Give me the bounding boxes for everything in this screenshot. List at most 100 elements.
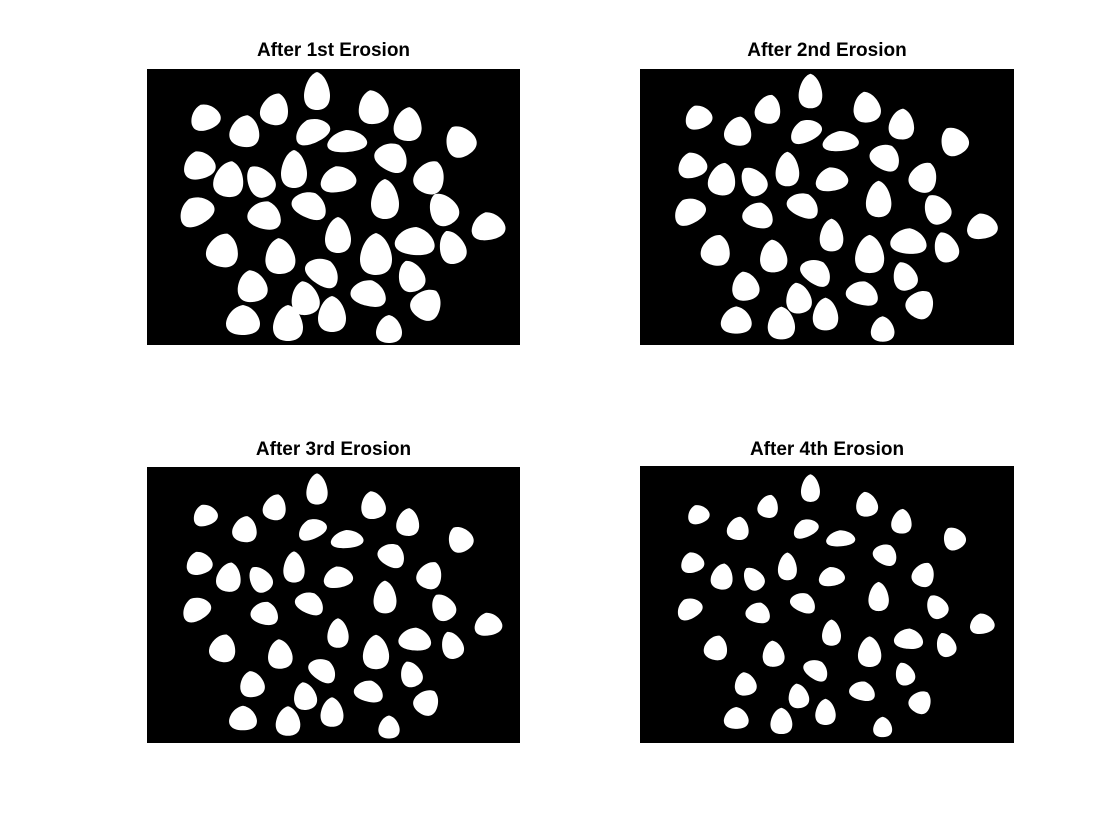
grain-blob xyxy=(180,197,215,228)
grain-blob xyxy=(677,598,703,621)
grain-blob xyxy=(191,104,221,131)
grain-blob xyxy=(373,580,397,614)
grain-blob xyxy=(249,567,274,593)
grain-blob xyxy=(265,238,296,275)
grain-blob xyxy=(798,73,823,109)
grain-blob xyxy=(416,562,442,590)
grain-blob xyxy=(320,697,344,727)
grain-blob xyxy=(394,227,435,256)
grain-blob xyxy=(936,632,957,658)
grain-blob xyxy=(681,552,705,573)
grain-blob xyxy=(700,235,730,266)
grain-blob xyxy=(726,516,749,541)
grain-blob xyxy=(213,161,244,198)
grain-blob xyxy=(895,662,916,686)
grain-blob xyxy=(378,715,400,739)
grain-blob xyxy=(941,127,970,157)
grain-blob xyxy=(793,519,819,539)
grain-blob xyxy=(471,212,506,241)
grain-blob xyxy=(376,315,402,343)
grain-blob xyxy=(330,530,364,549)
grain-blob xyxy=(237,270,268,303)
grain-blob xyxy=(924,195,952,225)
grain-blob xyxy=(857,636,882,668)
grain-blob xyxy=(890,228,927,254)
grain-blob xyxy=(786,193,818,219)
grain-blob xyxy=(398,260,426,293)
grain-blob xyxy=(760,239,788,273)
panel-1: After 1st Erosion xyxy=(147,40,520,345)
grain-blob xyxy=(184,151,216,180)
grain-blob xyxy=(229,705,257,731)
panel-title: After 1st Erosion xyxy=(256,40,411,61)
grain-blob xyxy=(216,562,241,592)
grain-blob xyxy=(362,634,390,670)
binary-image-canvas xyxy=(147,467,520,743)
grain-blob xyxy=(413,690,439,716)
grain-blob xyxy=(323,566,354,589)
binary-image xyxy=(640,466,1014,743)
grain-blob xyxy=(259,93,289,126)
grain-blob xyxy=(675,198,706,226)
grain-blob xyxy=(327,130,368,153)
grain-blob xyxy=(943,527,967,551)
grain-blob xyxy=(308,659,336,684)
grain-blob xyxy=(688,505,710,525)
grain-blob xyxy=(232,516,257,543)
grain-blob xyxy=(732,271,760,301)
grain-blob xyxy=(304,72,330,110)
grain-blob xyxy=(849,681,875,702)
grain-blob xyxy=(229,115,260,148)
grain-blob xyxy=(294,592,323,616)
grain-blob xyxy=(247,201,281,230)
grain-blob xyxy=(193,504,218,527)
grain-blob xyxy=(710,563,733,590)
grain-blob xyxy=(927,595,949,620)
grain-blob xyxy=(205,233,238,268)
grain-blob xyxy=(320,166,357,193)
grain-blob xyxy=(183,597,212,623)
grain-blob xyxy=(723,706,749,729)
grain-blob xyxy=(891,508,912,534)
grain-blob xyxy=(908,691,931,715)
grain-blob xyxy=(786,282,812,314)
grain-blob xyxy=(815,698,836,726)
grain-blob xyxy=(762,640,785,667)
grain-blob xyxy=(869,144,899,172)
grain-blob xyxy=(448,527,474,553)
grain-blob xyxy=(361,491,386,520)
grain-blob xyxy=(401,661,423,688)
grain-blob xyxy=(432,594,457,622)
grain-blob xyxy=(853,91,881,123)
grain-blob xyxy=(734,672,757,696)
grain-blob xyxy=(812,297,839,331)
grain-blob xyxy=(393,107,422,142)
grain-blob xyxy=(741,167,768,197)
grain-blob xyxy=(318,296,346,332)
grain-blob xyxy=(268,639,293,669)
grain-blob xyxy=(429,193,460,227)
grain-blob xyxy=(291,281,320,316)
grain-blob xyxy=(291,192,326,221)
grain-blob xyxy=(226,305,260,335)
grain-blob xyxy=(789,593,815,614)
grain-blob xyxy=(911,562,934,588)
grain-blob xyxy=(743,567,765,591)
grain-blob xyxy=(845,281,878,306)
grain-blob xyxy=(822,131,859,152)
grain-blob xyxy=(777,552,797,581)
grain-blob xyxy=(371,179,399,219)
grain-blob xyxy=(870,316,895,342)
grain-blob xyxy=(350,280,386,307)
grain-blob xyxy=(247,166,276,198)
grain-blob xyxy=(396,508,420,536)
binary-image-canvas xyxy=(640,466,1014,743)
grain-blob xyxy=(754,94,781,124)
panel-title: After 2nd Erosion xyxy=(747,40,907,61)
grain-blob xyxy=(872,544,897,566)
grain-blob xyxy=(819,218,844,252)
grain-blob xyxy=(800,474,820,502)
grain-blob xyxy=(678,152,708,179)
panel-title: After 4th Erosion xyxy=(749,439,905,460)
grain-blob xyxy=(413,161,444,195)
